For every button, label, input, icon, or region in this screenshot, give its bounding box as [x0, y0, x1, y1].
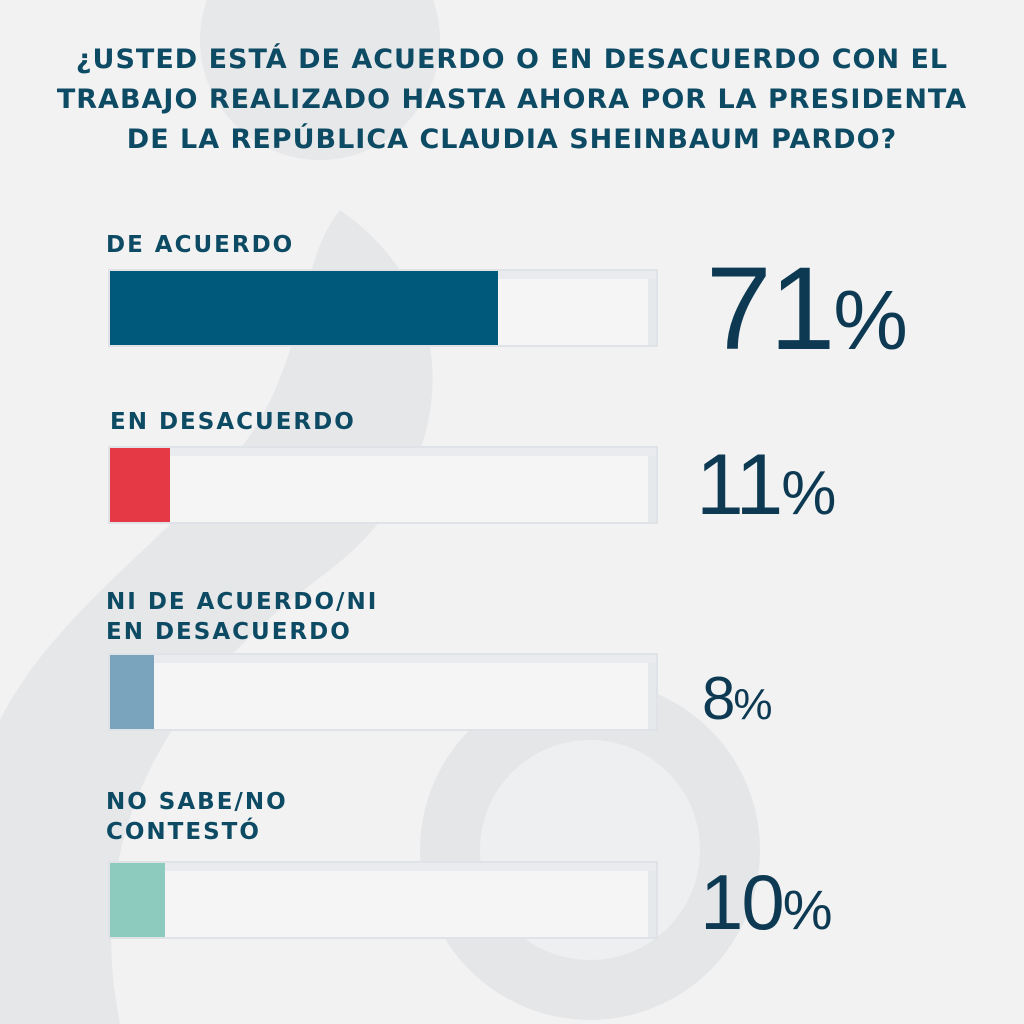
category-label-ni-de-acuerdo: NI DE ACUERDO/NI EN DESACUERDO [106, 587, 378, 647]
percent-label-no-sabe: 10% [700, 858, 833, 946]
category-label-line: NI DE ACUERDO/NI [106, 589, 379, 615]
percent-value: 71 [706, 243, 835, 375]
category-label-line: DE ACUERDO [106, 232, 295, 258]
percent-symbol: % [782, 878, 833, 941]
percent-value: 11 [696, 437, 783, 533]
bar-fill-no-sabe [110, 863, 165, 937]
category-label-line: NO SABE/NO [106, 789, 288, 815]
category-label-line: EN DESACUERDO [106, 619, 352, 645]
percent-symbol: % [833, 273, 908, 367]
question-line-2: TRABAJO REALIZADO HASTA AHORA POR LA PRE… [56, 84, 968, 115]
percent-label-ni-de-acuerdo: 8% [702, 664, 773, 734]
bar-track-de-acuerdo [108, 269, 658, 347]
percent-value: 8 [702, 665, 735, 732]
question-line-1: ¿USTED ESTÁ DE ACUERDO O EN DESACUERDO C… [75, 44, 949, 75]
bar-fill-de-acuerdo [110, 271, 498, 345]
percent-value: 10 [700, 858, 785, 946]
bar-track-en-desacuerdo [108, 446, 658, 524]
category-label-de-acuerdo: DE ACUERDO [106, 230, 294, 260]
bar-fill-ni-de-acuerdo [110, 655, 154, 729]
percent-label-de-acuerdo: 71% [706, 250, 908, 369]
percent-label-en-desacuerdo: 11% [696, 437, 836, 533]
category-label-line: EN DESACUERDO [110, 409, 356, 435]
bar-fill-en-desacuerdo [110, 448, 170, 522]
bar-track-no-sabe [108, 861, 658, 939]
bar-track-ni-de-acuerdo [108, 653, 658, 731]
category-label-en-desacuerdo: EN DESACUERDO [110, 407, 356, 437]
percent-symbol: % [733, 680, 772, 729]
category-label-line: CONTESTÓ [106, 819, 261, 845]
percent-symbol: % [781, 459, 836, 528]
category-label-no-sabe: NO SABE/NO CONTESTÓ [106, 787, 288, 847]
question-line-3: DE LA REPÚBLICA CLAUDIA SHEINBAUM PARDO? [126, 124, 898, 155]
question-title: ¿USTED ESTÁ DE ACUERDO O EN DESACUERDO C… [40, 40, 984, 160]
